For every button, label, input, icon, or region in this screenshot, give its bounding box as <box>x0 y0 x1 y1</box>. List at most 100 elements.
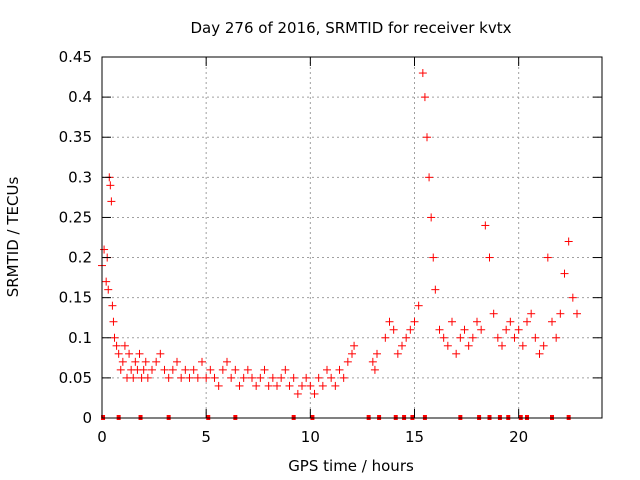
data-point <box>427 213 436 222</box>
data-point <box>260 365 269 374</box>
x-tick-label: 5 <box>201 428 211 446</box>
data-point <box>318 381 327 390</box>
data-point <box>468 333 477 342</box>
data-point <box>227 373 236 382</box>
data-point <box>518 341 527 350</box>
data-point <box>368 357 377 366</box>
data-point <box>273 381 281 390</box>
data-point <box>125 349 134 358</box>
data-point <box>370 365 379 374</box>
data-point <box>256 373 265 382</box>
data-point <box>498 341 506 350</box>
data-point <box>164 373 173 382</box>
data-point <box>439 333 448 342</box>
y-tick-label: 0.3 <box>68 168 92 186</box>
data-point <box>414 301 423 310</box>
data-point <box>448 317 456 326</box>
data-point <box>398 341 406 350</box>
data-point <box>389 325 398 334</box>
data-point <box>139 365 148 374</box>
data-point <box>406 325 415 334</box>
data-point <box>385 317 394 326</box>
data-point <box>277 373 286 382</box>
data-point <box>431 285 440 294</box>
data-point <box>177 373 186 382</box>
data-point <box>339 373 348 382</box>
data-point <box>489 309 498 318</box>
data-point <box>573 309 581 318</box>
data-point <box>100 245 109 254</box>
data-point <box>452 349 461 358</box>
y-tick-label: 0.45 <box>59 48 92 66</box>
data-point <box>268 373 277 382</box>
data-point <box>206 365 215 374</box>
data-point <box>293 389 302 398</box>
data-point <box>502 325 511 334</box>
data-point <box>477 325 486 334</box>
data-point <box>168 365 177 374</box>
data-point <box>481 221 490 230</box>
data-point <box>135 349 144 358</box>
x-tick-label: 10 <box>301 428 320 446</box>
data-point <box>202 373 211 382</box>
data-point <box>218 365 227 374</box>
y-tick-label: 0.1 <box>68 329 92 347</box>
y-tick-label: 0.4 <box>68 88 92 106</box>
data-point <box>114 349 123 358</box>
data-point <box>131 357 140 366</box>
data-point <box>112 341 121 350</box>
data-point <box>420 93 429 102</box>
data-point <box>335 365 344 374</box>
axis-ticks: 0 0.05 0.1 0.15 0.2 0.25 0.3 0.35 0.4 0.45 0 5 10 15 2… <box>59 48 602 446</box>
data-point <box>214 381 223 390</box>
grid-lines <box>102 57 602 418</box>
y-tick-label: 0.05 <box>59 369 92 387</box>
data-point <box>456 333 465 342</box>
data-point <box>109 317 118 326</box>
data-point <box>298 381 306 390</box>
y-tick-label: 0.35 <box>59 128 92 146</box>
chart-title: Day 276 of 2016, SRMTID for receiver kvt… <box>191 19 512 37</box>
data-point <box>531 333 540 342</box>
data-point <box>527 309 536 318</box>
data-point <box>264 381 273 390</box>
y-tick-label: 0.25 <box>59 208 92 226</box>
data-point <box>373 349 381 358</box>
data-point <box>281 365 290 374</box>
data-point <box>343 357 352 366</box>
data-point <box>107 197 116 206</box>
data-point <box>181 365 190 374</box>
data-point <box>535 349 544 358</box>
x-tick-label: 20 <box>509 428 528 446</box>
data-point <box>223 357 231 366</box>
data-point <box>143 373 152 382</box>
data-point <box>552 333 561 342</box>
data-point <box>556 309 565 318</box>
data-point <box>306 381 315 390</box>
data-point <box>514 325 523 334</box>
data-point <box>443 341 452 350</box>
data-point <box>473 317 481 326</box>
data-point <box>331 381 340 390</box>
data-point <box>193 373 202 382</box>
data-point <box>160 365 169 374</box>
data-point <box>510 333 519 342</box>
data-point <box>116 365 125 374</box>
data-point <box>106 181 115 190</box>
data-point <box>148 365 156 374</box>
data-point <box>523 317 531 326</box>
data-point <box>410 317 419 326</box>
data-point <box>327 373 336 382</box>
plot-frame <box>101 56 603 419</box>
data-point <box>393 349 402 358</box>
data-point <box>102 277 111 286</box>
data-point <box>248 373 256 382</box>
data-point <box>189 365 198 374</box>
data-point <box>348 349 356 358</box>
data-point <box>323 365 331 374</box>
data-point <box>548 317 556 326</box>
data-point <box>152 357 161 366</box>
data-point <box>543 253 552 262</box>
